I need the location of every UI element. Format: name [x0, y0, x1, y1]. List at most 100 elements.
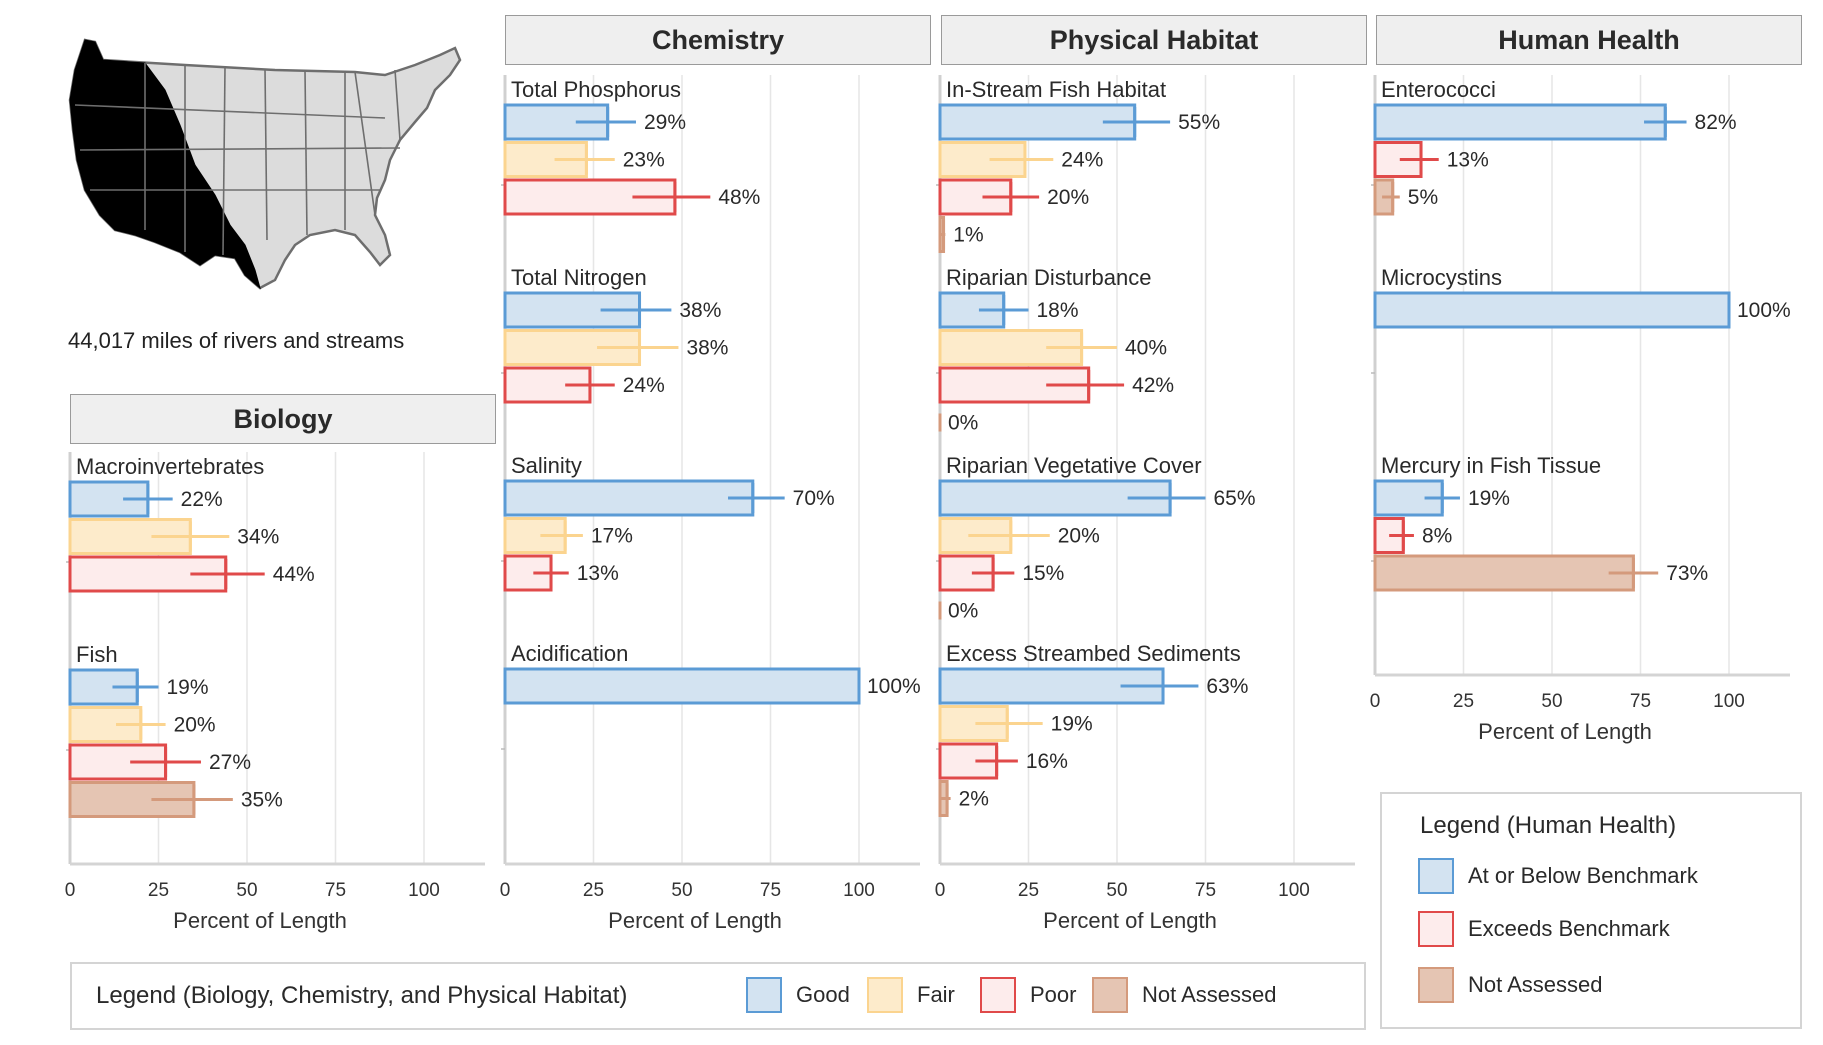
- physical-habitat-riparian-vegetative-cover-good-data-label: 65%: [1214, 487, 1256, 510]
- chemistry-total-phosphorus-good-data-label: 29%: [644, 111, 686, 134]
- physical-habitat-tick-label-50: 50: [1106, 880, 1127, 901]
- legend-hh-item-exceeds: Exceeds Benchmark: [1418, 911, 1670, 947]
- biology-fish-good-data-label: 19%: [167, 676, 209, 699]
- legend-swatch-good: [746, 977, 782, 1013]
- physical-habitat-in-stream-fish-habitat-good-bar: [938, 103, 1137, 141]
- chemistry-group-label-salinity: Salinity: [511, 453, 582, 478]
- physical-habitat-x-axis-title: Percent of Length: [1043, 908, 1217, 933]
- legend-hh-title: Legend (Human Health): [1420, 812, 1677, 839]
- biology-tick-label-25: 25: [148, 880, 169, 901]
- chemistry-group-label-total-nitrogen: Total Nitrogen: [511, 265, 647, 290]
- chemistry-salinity-good-data-label: 70%: [793, 487, 835, 510]
- legend-hh-swatch-not-assessed: [1418, 967, 1454, 1003]
- state-borders: [74, 63, 401, 256]
- chemistry-tick-label-25: 25: [583, 880, 604, 901]
- panel-header-chemistry: Chemistry: [505, 15, 931, 65]
- physical-habitat-riparian-disturbance-fair-data-label: 40%: [1125, 337, 1167, 360]
- physical-habitat-riparian-vegetative-cover-poor-data-label: 15%: [1022, 562, 1064, 585]
- legend-bio-label-good: Good: [796, 982, 850, 1007]
- region-west-shaded: [69, 39, 261, 290]
- legend-hh-swatch-exceeds: [1418, 911, 1454, 947]
- legend-hh-label-exceeds: Exceeds Benchmark: [1468, 916, 1670, 941]
- physical-habitat-group-label-riparian-disturbance: Riparian Disturbance: [946, 265, 1151, 290]
- legend-hh-item-below: At or Below Benchmark: [1418, 858, 1698, 894]
- biology-macroinvertebrates-fair-data-label: 34%: [237, 526, 279, 549]
- biology-group-label-fish: Fish: [76, 642, 118, 667]
- human-health-microcystins-good-data-label: 100%: [1737, 299, 1791, 322]
- biology-tick-label-50: 50: [236, 880, 257, 901]
- biology-fish-poor-data-label: 27%: [209, 751, 251, 774]
- us-map: [68, 38, 462, 290]
- chemistry-total-nitrogen-fair-data-label: 38%: [686, 337, 728, 360]
- legend-hh-box: Legend (Human Health) At or Below Benchm…: [1380, 792, 1802, 1029]
- chemistry-total-nitrogen-good-data-label: 38%: [679, 299, 721, 322]
- chemistry-tick-label-75: 75: [760, 880, 781, 901]
- human-health-group-label-mercury-in-fish-tissue: Mercury in Fish Tissue: [1381, 453, 1601, 478]
- human-health-mercury-in-fish-tissue-poor-data-label: 8%: [1422, 525, 1452, 548]
- chemistry-salinity-good-bar: [503, 479, 755, 517]
- physical-habitat-riparian-disturbance-good-data-label: 18%: [1037, 299, 1079, 322]
- legend-bio-box: Legend (Biology, Chemistry, and Physical…: [70, 962, 1366, 1030]
- human-health-microcystins-good-bar: [1373, 291, 1731, 329]
- chemistry-tick-label-100: 100: [843, 880, 875, 901]
- legend-hh-swatch-below: [1418, 858, 1454, 894]
- chemistry-salinity-fair-data-label: 17%: [591, 525, 633, 548]
- chemistry-salinity-poor-bar: [503, 554, 553, 592]
- human-health-group-label-enterococci: Enterococci: [1381, 77, 1496, 102]
- legend-swatch-not-assessed: [1092, 977, 1128, 1013]
- legend-hh-item-not-assessed: Not Assessed: [1418, 967, 1603, 1003]
- panel-header-biology: Biology: [70, 394, 496, 444]
- biology-macroinvertebrates-good-bar: [68, 480, 150, 518]
- legend-swatch-poor: [980, 977, 1016, 1013]
- chemistry-acidification-good-data-label: 100%: [867, 675, 921, 698]
- biology-fish-fair-data-label: 20%: [174, 714, 216, 737]
- physical-habitat-group-label-excess-streambed-sediments: Excess Streambed Sediments: [946, 641, 1241, 666]
- physical-habitat-tick-label-0: 0: [935, 880, 946, 901]
- physical-habitat-group-label-in-stream-fish-habitat: In-Stream Fish Habitat: [946, 77, 1166, 102]
- physical-habitat-tick-label-25: 25: [1018, 880, 1039, 901]
- physical-habitat-excess-streambed-sediments-not-assessed-data-label: 2%: [959, 788, 989, 811]
- biology-group-label-macroinvertebrates: Macroinvertebrates: [76, 454, 264, 479]
- physical-habitat-excess-streambed-sediments-fair-data-label: 19%: [1051, 713, 1093, 736]
- map-caption: 44,017 miles of rivers and streams: [68, 328, 405, 353]
- legend-bio-item-fair: Fair: [867, 977, 955, 1013]
- physical-habitat-in-stream-fish-habitat-not-assessed-data-label: 1%: [953, 224, 983, 247]
- legend-hh-label-below: At or Below Benchmark: [1468, 863, 1698, 888]
- legend-bio-label-fair: Fair: [917, 982, 955, 1007]
- physical-habitat-group-label-riparian-vegetative-cover: Riparian Vegetative Cover: [946, 453, 1202, 478]
- panel-header-human-health: Human Health: [1376, 15, 1802, 65]
- legend-bio-title: Legend (Biology, Chemistry, and Physical…: [96, 982, 628, 1009]
- chemistry-x-axis-title: Percent of Length: [608, 908, 782, 933]
- physical-habitat-riparian-vegetative-cover-fair-data-label: 20%: [1058, 525, 1100, 548]
- biology-tick-label-75: 75: [325, 880, 346, 901]
- chemistry-total-nitrogen-poor-data-label: 24%: [623, 374, 665, 397]
- physical-habitat-riparian-disturbance-poor-data-label: 42%: [1132, 374, 1174, 397]
- physical-habitat-excess-streambed-sediments-poor-data-label: 16%: [1026, 750, 1068, 773]
- panel-header-physical-habitat: Physical Habitat: [941, 15, 1367, 65]
- chemistry-tick-label-50: 50: [671, 880, 692, 901]
- legend-bio-item-good: Good: [746, 977, 850, 1013]
- human-health-x-axis-title: Percent of Length: [1478, 719, 1652, 744]
- physical-habitat-riparian-disturbance-not-assessed-data-label: 0%: [948, 412, 978, 435]
- human-health-tick-label-75: 75: [1630, 691, 1651, 712]
- physical-habitat-in-stream-fish-habitat-good-data-label: 55%: [1178, 111, 1220, 134]
- legend-swatch-fair: [867, 977, 903, 1013]
- human-health-tick-label-25: 25: [1453, 691, 1474, 712]
- chemistry-salinity-poor-data-label: 13%: [577, 562, 619, 585]
- chemistry-group-label-acidification: Acidification: [511, 641, 628, 666]
- legend-hh-label-not-assessed: Not Assessed: [1468, 972, 1603, 997]
- human-health-tick-label-0: 0: [1370, 691, 1381, 712]
- human-health-tick-label-50: 50: [1541, 691, 1562, 712]
- physical-habitat-in-stream-fish-habitat-fair-data-label: 24%: [1061, 149, 1103, 172]
- physical-habitat-tick-label-100: 100: [1278, 880, 1310, 901]
- biology-x-axis-title: Percent of Length: [173, 908, 347, 933]
- biology-macroinvertebrates-poor-data-label: 44%: [273, 563, 315, 586]
- biology-fish-not-assessed-data-label: 35%: [241, 789, 283, 812]
- biology-tick-label-100: 100: [408, 880, 440, 901]
- chemistry-group-label-total-phosphorus: Total Phosphorus: [511, 77, 681, 102]
- human-health-tick-label-100: 100: [1713, 691, 1745, 712]
- legend-bio-item-not-assessed: Not Assessed: [1092, 977, 1277, 1013]
- human-health-mercury-in-fish-tissue-not-assessed-bar: [1373, 554, 1635, 592]
- human-health-mercury-in-fish-tissue-not-assessed-data-label: 73%: [1666, 562, 1708, 585]
